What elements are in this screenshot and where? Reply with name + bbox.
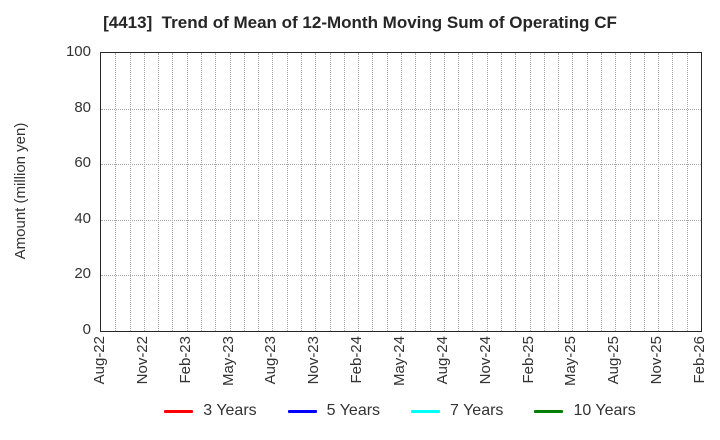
- vertical-gridline: [258, 53, 260, 331]
- vertical-gridline: [329, 53, 331, 331]
- vertical-gridline: [229, 53, 231, 331]
- vertical-gridline: [186, 53, 188, 331]
- x-tick-label: May-25: [562, 336, 580, 387]
- vertical-gridline: [601, 53, 602, 331]
- vertical-gridline: [286, 53, 288, 331]
- y-tick-label: 0: [82, 321, 91, 338]
- y-axis-label: Amount (million yen): [12, 122, 29, 260]
- vertical-gridline: [343, 53, 345, 331]
- vertical-gridline: [386, 53, 388, 331]
- vertical-gridline: [486, 53, 488, 331]
- x-tick-label: May-23: [219, 336, 237, 387]
- vertical-gridline: [629, 53, 631, 331]
- y-tick-label: 80: [74, 98, 91, 116]
- legend-item: 5 Years: [287, 402, 381, 420]
- horizontal-gridline: [101, 275, 701, 277]
- horizontal-gridline: [101, 219, 701, 221]
- vertical-gridline: [243, 53, 245, 331]
- x-tick-label: Aug-24: [433, 336, 451, 385]
- x-tick-label: Nov-23: [305, 336, 323, 385]
- legend-label: 10 Years: [573, 402, 636, 419]
- y-tick-label: 60: [74, 154, 91, 172]
- vertical-gridline: [515, 53, 517, 331]
- legend-line-swatch: [534, 409, 564, 413]
- vertical-gridline: [272, 53, 274, 331]
- vertical-gridline: [501, 53, 502, 331]
- vertical-gridline: [472, 53, 474, 331]
- x-tick-label: Feb-25: [519, 336, 537, 384]
- x-tick-label: May-24: [391, 336, 408, 387]
- vertical-gridline: [543, 53, 545, 331]
- vertical-gridline: [458, 53, 460, 331]
- y-tick-label: 20: [74, 265, 91, 283]
- vertical-gridline: [301, 53, 302, 331]
- x-tick-label: Feb-26: [691, 336, 708, 384]
- legend-label: 7 Years: [450, 402, 504, 419]
- legend-item: 3 Years: [164, 402, 257, 420]
- vertical-gridline: [201, 53, 202, 331]
- vertical-gridline: [529, 53, 531, 331]
- x-tick-label: Aug-22: [91, 336, 108, 385]
- horizontal-gridline: [101, 108, 701, 110]
- x-tick-label: Feb-24: [348, 336, 366, 384]
- y-tick-label: 100: [65, 43, 91, 60]
- y-tick-label: 40: [74, 209, 91, 227]
- vertical-gridline: [415, 53, 417, 331]
- vertical-gridline: [372, 53, 374, 331]
- x-tick-label: Nov-25: [648, 336, 666, 385]
- legend-line-swatch: [287, 409, 317, 413]
- vertical-gridline: [429, 53, 431, 331]
- vertical-gridline: [672, 53, 674, 331]
- legend-line-swatch: [411, 409, 441, 413]
- x-tick-label: Aug-23: [262, 336, 280, 385]
- x-tick-label: Aug-25: [605, 336, 623, 385]
- vertical-gridline: [558, 53, 560, 331]
- x-tick-label: Nov-22: [133, 336, 151, 385]
- vertical-gridline: [115, 53, 117, 331]
- vertical-gridline: [215, 53, 217, 331]
- legend-label: 5 Years: [326, 402, 381, 419]
- vertical-gridline: [158, 53, 160, 331]
- chart-title: [4413] Trend of Mean of 12-Month Moving …: [103, 13, 617, 32]
- x-tick-label: Nov-24: [476, 336, 494, 385]
- vertical-gridline: [143, 53, 145, 331]
- vertical-gridline: [686, 53, 688, 331]
- horizontal-gridline: [101, 164, 701, 166]
- vertical-gridline: [129, 53, 131, 331]
- vertical-gridline: [586, 53, 588, 331]
- vertical-gridline: [315, 53, 317, 331]
- vertical-gridline: [658, 53, 660, 331]
- legend-label: 3 Years: [203, 402, 257, 419]
- legend: 3 Years 5 Years 7 Years 10 Years: [100, 402, 700, 420]
- vertical-gridline: [172, 53, 174, 331]
- vertical-gridline: [443, 53, 445, 331]
- vertical-gridline: [572, 53, 574, 331]
- legend-line-swatch: [164, 409, 194, 413]
- vertical-gridline: [401, 53, 402, 331]
- vertical-gridline: [615, 53, 617, 331]
- legend-item: 10 Years: [534, 402, 636, 420]
- legend-item: 7 Years: [411, 402, 503, 420]
- plot-area: [100, 52, 702, 332]
- x-tick-label: Feb-23: [176, 336, 194, 384]
- vertical-gridline: [358, 53, 360, 331]
- vertical-gridline: [643, 53, 645, 331]
